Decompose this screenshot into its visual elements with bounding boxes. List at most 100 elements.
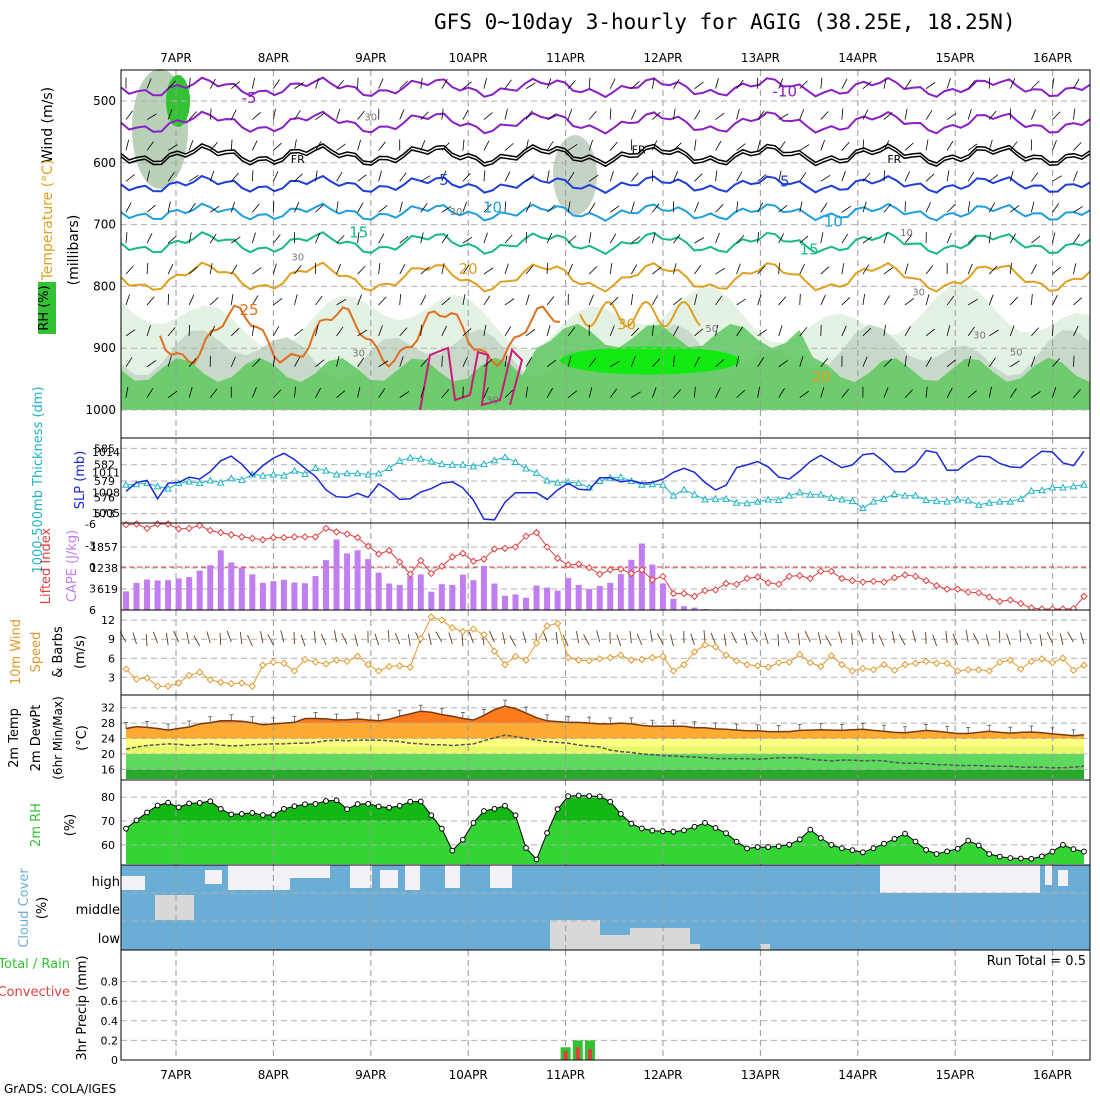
barb-2-28 xyxy=(420,140,426,151)
barb-2-90 xyxy=(1073,142,1082,151)
rh-point-61 xyxy=(765,844,772,850)
barb-2-0 xyxy=(125,139,130,151)
barb-10-80 xyxy=(967,390,977,398)
rh-label-5: 50 xyxy=(705,324,718,335)
barb-1-64 xyxy=(799,109,805,120)
cape-bar-14 xyxy=(270,581,277,610)
barb-9-90 xyxy=(1073,355,1075,367)
thickness-point-39 xyxy=(532,468,541,476)
barb-5-50 xyxy=(651,232,656,244)
cape-bar-10 xyxy=(228,562,235,610)
barb-9-84 xyxy=(1010,360,1020,368)
barb-8-60 xyxy=(757,329,767,337)
thickness-point-85 xyxy=(1016,494,1025,502)
barb-6-64 xyxy=(799,263,805,275)
barb-2-84 xyxy=(1009,141,1018,151)
barb-1-16 xyxy=(294,110,301,120)
rh-tick-80: 80 xyxy=(101,791,115,804)
top-date-16APR: 16APR xyxy=(1033,51,1072,65)
thickness-point-69 xyxy=(848,497,857,505)
barb-1-76 xyxy=(925,110,933,120)
barb-10-28 xyxy=(420,387,425,398)
cape-bar-35 xyxy=(491,583,498,610)
barb-0-70 xyxy=(862,81,872,89)
barb-8-52 xyxy=(673,325,679,337)
thickness-point-36 xyxy=(501,453,509,461)
wind-point-42 xyxy=(564,653,572,662)
temp-label-2: FR xyxy=(291,153,305,166)
barb-8-48 xyxy=(631,327,640,337)
barb-5-34 xyxy=(483,232,488,244)
barb-1-86 xyxy=(1030,109,1037,120)
barb-4-42 xyxy=(567,201,571,213)
barb-3-80 xyxy=(967,171,975,182)
wind-point-55 xyxy=(701,641,709,649)
wind-tick-9: 9 xyxy=(108,633,115,646)
wind-point-23 xyxy=(364,660,372,669)
li-ylabel: Lifted Index xyxy=(39,527,54,604)
li-point-37 xyxy=(511,543,520,551)
barb-2-44 xyxy=(588,139,593,151)
thickness-point-68 xyxy=(838,495,846,503)
barb-5-4 xyxy=(167,235,177,244)
thickness-point-22 xyxy=(353,469,362,477)
li-point-2 xyxy=(143,524,151,533)
thickness-point-8 xyxy=(206,476,215,484)
thickness-point-63 xyxy=(785,491,794,499)
rh-point-4 xyxy=(165,799,172,806)
li-point-20 xyxy=(332,528,341,536)
barb-9-86 xyxy=(1030,356,1036,367)
li-point-9 xyxy=(217,528,225,537)
thick-tick-579: 579 xyxy=(94,475,115,488)
li-tick--6: -6 xyxy=(85,518,96,531)
rh-point-76 xyxy=(923,847,929,853)
barb-6-2 xyxy=(146,263,149,275)
barb-5-60 xyxy=(757,232,760,244)
rh-point-53 xyxy=(681,827,687,834)
barb-2-76 xyxy=(925,139,929,151)
li-point-56 xyxy=(711,586,720,594)
barb-5-28 xyxy=(420,232,424,244)
thickness-point-6 xyxy=(185,477,194,485)
barb-3-58 xyxy=(736,171,743,182)
temp-label-4: FR xyxy=(887,153,901,166)
thickness-point-57 xyxy=(722,494,730,502)
barb-2-42 xyxy=(567,143,578,151)
barb-0-10 xyxy=(231,81,240,89)
precip-tick-0.2: 0.2 xyxy=(101,1034,119,1047)
wind-barb-42 xyxy=(562,634,569,647)
temp-label-0: -5 xyxy=(242,89,257,107)
barb-4-82 xyxy=(988,202,996,213)
iso-fr2 xyxy=(120,146,1091,168)
barb-0-58 xyxy=(736,79,744,89)
temp-label-5: 5 xyxy=(439,171,449,189)
barb-8-84 xyxy=(1009,325,1015,336)
li-tick--3: -3 xyxy=(85,540,96,553)
barb-5-68 xyxy=(841,233,849,244)
cape-bar-42 xyxy=(565,578,572,610)
precip-conv-bar-1 xyxy=(575,1047,580,1060)
barb-10-72 xyxy=(883,387,889,398)
li-point-72 xyxy=(880,578,888,586)
rh-point-64 xyxy=(796,836,803,843)
rh-point-54 xyxy=(691,823,698,830)
rh-point-59 xyxy=(744,845,751,852)
rh-point-67 xyxy=(828,842,835,848)
barb-7-46 xyxy=(609,296,619,306)
barb-9-24 xyxy=(378,360,389,368)
thickness-point-16 xyxy=(290,466,299,474)
rh-point-40 xyxy=(544,830,550,836)
barb-3-28 xyxy=(420,175,431,182)
li-point-44 xyxy=(585,564,593,572)
li-tick-6: 6 xyxy=(89,604,96,617)
barb-8-80 xyxy=(967,326,975,337)
thickness-point-71 xyxy=(869,497,878,505)
barb-0-50 xyxy=(651,77,655,89)
rh-label-3: 10 xyxy=(900,228,913,239)
rh-point-37 xyxy=(512,812,519,819)
wind-point-46 xyxy=(606,653,614,662)
rh-label-0: 30 xyxy=(364,112,377,123)
cape-bar-38 xyxy=(523,597,530,610)
thickness-point-56 xyxy=(711,494,720,502)
barb-7-40 xyxy=(546,296,555,306)
